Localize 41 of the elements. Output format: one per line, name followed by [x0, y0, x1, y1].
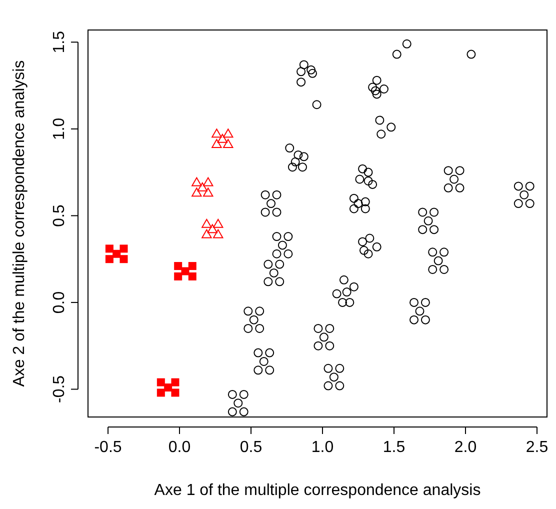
point: [120, 244, 128, 253]
point: [203, 188, 214, 197]
x-tick-label: 2.0: [454, 439, 477, 456]
point: [188, 262, 196, 270]
y-tick-label: 1.5: [51, 30, 68, 54]
y-tick-label: 0.0: [51, 291, 68, 314]
point: [171, 388, 180, 397]
point: [203, 177, 214, 186]
x-tick-label: 1.0: [311, 439, 334, 456]
y-tick-label: 0.5: [51, 204, 68, 227]
point: [217, 134, 228, 143]
point: [156, 388, 165, 397]
y-tick-label: 1.0: [51, 118, 68, 140]
point: [188, 272, 196, 280]
point: [212, 139, 222, 148]
point: [174, 262, 182, 270]
y-axis-title: Axe 2 of the multiple correspondence analysis: [11, 60, 28, 387]
point: [207, 224, 218, 234]
x-tick-label: 2.5: [526, 439, 548, 456]
point: [120, 255, 128, 264]
point: [192, 188, 202, 197]
point: [213, 229, 224, 238]
point: [197, 182, 208, 192]
point: [192, 177, 202, 186]
point: [105, 255, 114, 264]
point: [174, 272, 182, 280]
x-tick-label: -0.5: [94, 439, 122, 456]
point: [202, 229, 212, 238]
point: [171, 378, 180, 386]
point: [213, 218, 224, 228]
point: [223, 128, 234, 138]
point: [105, 244, 114, 253]
x-tick-label: 0.5: [240, 439, 262, 456]
x-tick-label: 0.0: [168, 439, 191, 456]
x-tick-label: 1.5: [382, 439, 406, 456]
point: [223, 139, 234, 148]
y-tick-label: -0.5: [51, 375, 68, 404]
point: [202, 218, 212, 228]
point: [156, 378, 165, 386]
point: [212, 128, 222, 138]
x-axis-title: Axe 1 of the multiple correspondence analysis: [154, 482, 481, 499]
